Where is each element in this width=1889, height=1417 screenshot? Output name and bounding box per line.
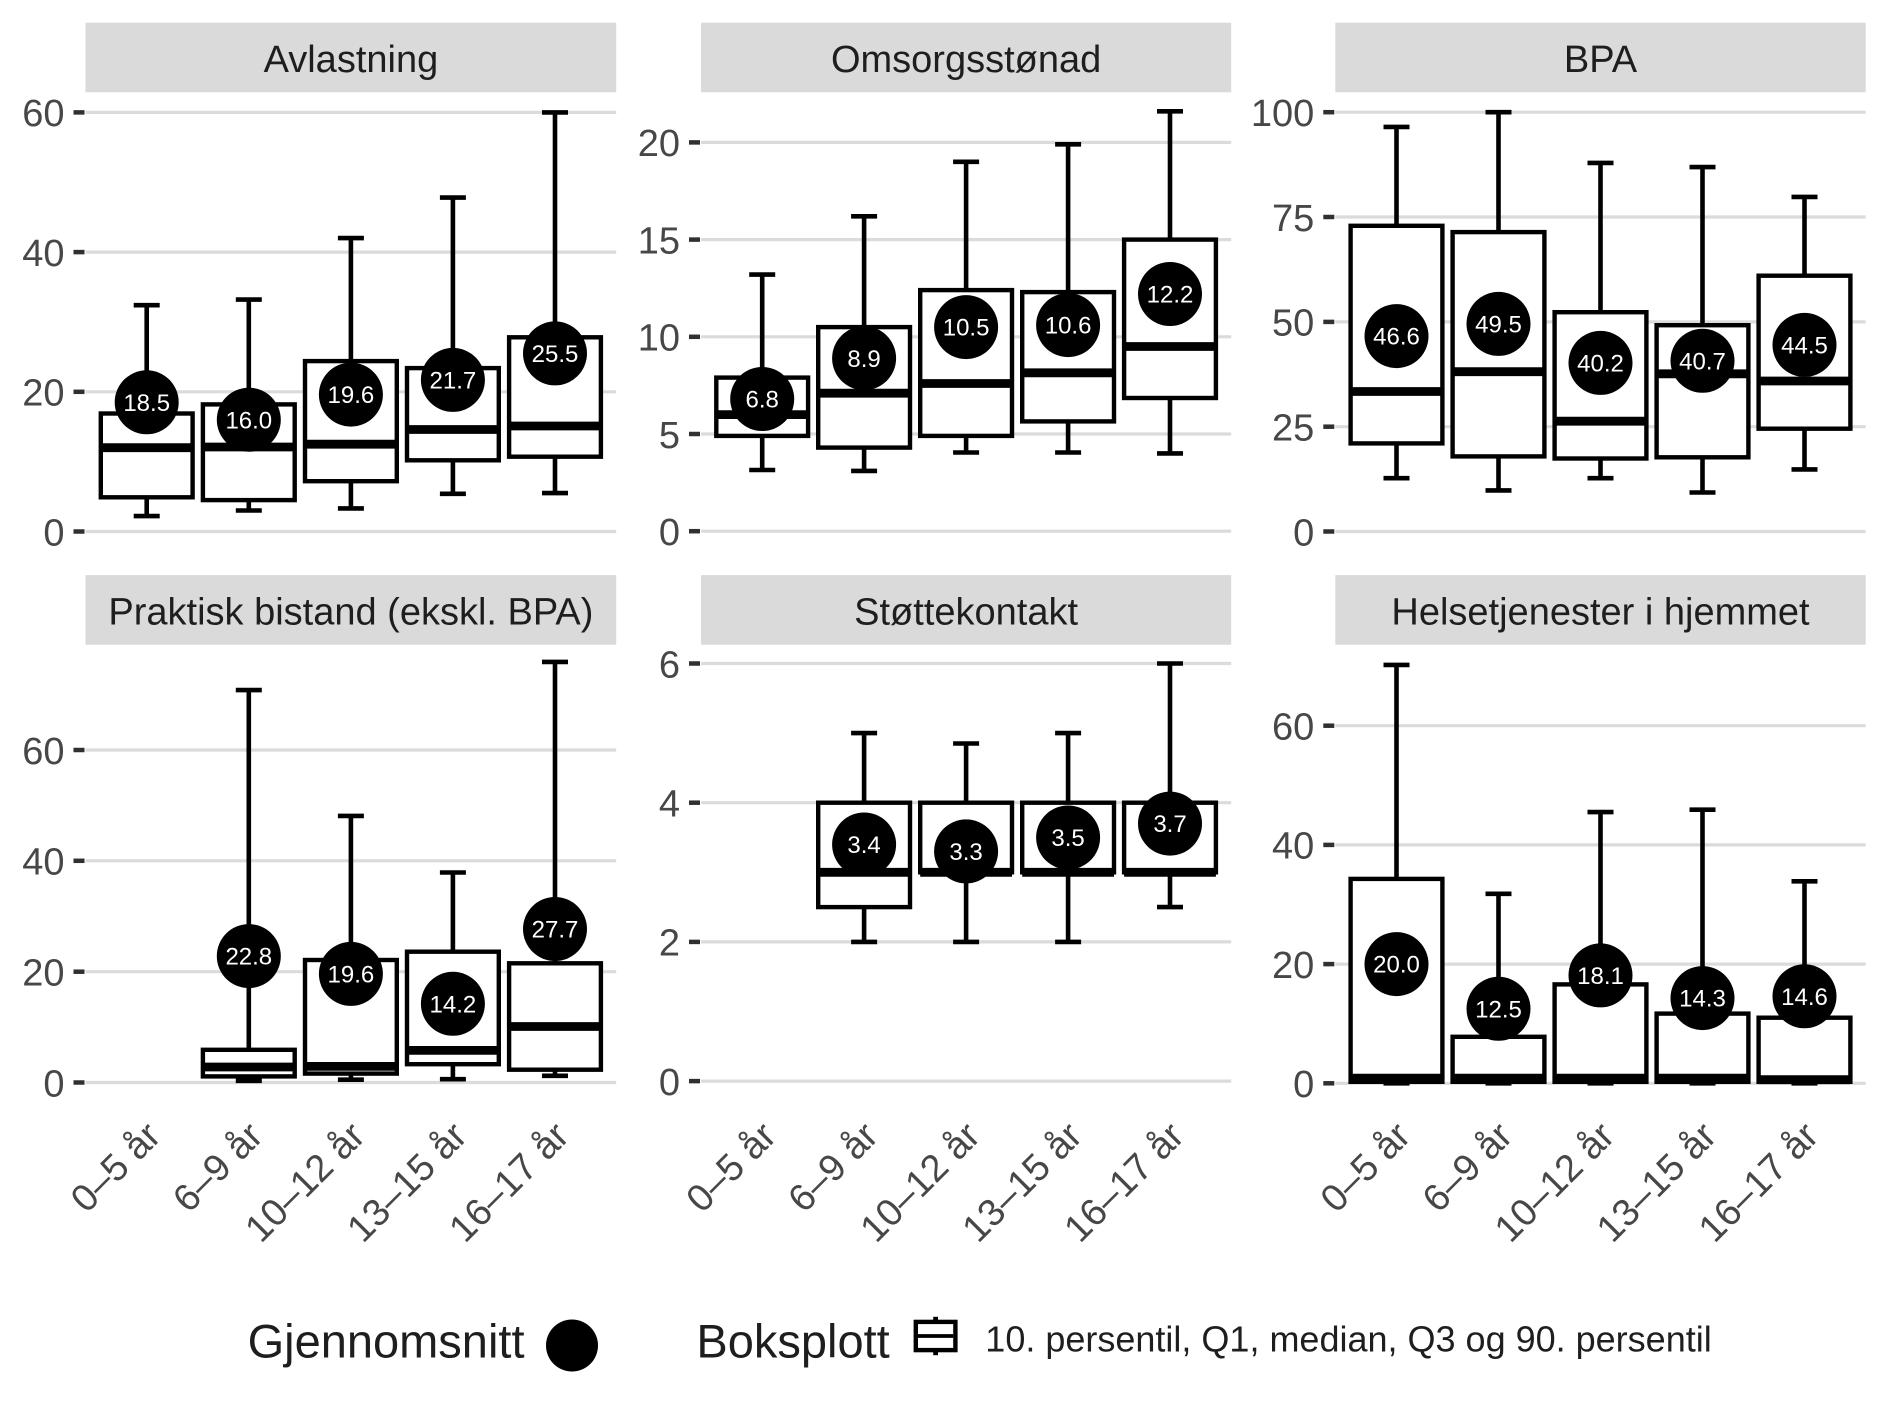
svg-text:Avlastning: Avlastning xyxy=(264,39,439,81)
svg-text:100: 100 xyxy=(1251,93,1314,135)
svg-text:40: 40 xyxy=(1272,826,1314,868)
svg-text:18.5: 18.5 xyxy=(123,390,170,417)
svg-text:0: 0 xyxy=(659,1062,680,1104)
svg-text:Omsorgsstønad: Omsorgsstønad xyxy=(831,39,1101,81)
svg-text:60: 60 xyxy=(22,731,64,773)
svg-text:40: 40 xyxy=(22,233,64,275)
svg-text:20.0: 20.0 xyxy=(1373,952,1420,979)
svg-text:21.7: 21.7 xyxy=(430,368,477,395)
svg-text:20: 20 xyxy=(22,373,64,415)
svg-text:14.2: 14.2 xyxy=(430,991,477,1018)
svg-text:5: 5 xyxy=(659,415,680,457)
svg-text:2: 2 xyxy=(659,923,680,965)
svg-text:19.6: 19.6 xyxy=(328,382,375,409)
svg-text:20: 20 xyxy=(22,953,64,995)
svg-text:Støttekontakt: Støttekontakt xyxy=(854,591,1078,633)
svg-text:0: 0 xyxy=(1293,1064,1314,1106)
svg-text:20: 20 xyxy=(1272,945,1314,987)
svg-text:40.2: 40.2 xyxy=(1577,351,1624,378)
svg-text:BPA: BPA xyxy=(1564,39,1638,81)
svg-text:49.5: 49.5 xyxy=(1475,312,1522,339)
svg-text:16.0: 16.0 xyxy=(225,407,272,434)
svg-text:40: 40 xyxy=(22,842,64,884)
svg-text:22.8: 22.8 xyxy=(225,944,272,971)
svg-text:12.5: 12.5 xyxy=(1475,996,1522,1023)
svg-text:19.6: 19.6 xyxy=(328,962,375,989)
svg-text:12.2: 12.2 xyxy=(1147,282,1194,309)
svg-text:Boksplott: Boksplott xyxy=(696,1315,889,1368)
svg-text:6: 6 xyxy=(659,644,680,686)
svg-text:50: 50 xyxy=(1272,303,1314,345)
svg-text:3.5: 3.5 xyxy=(1051,825,1084,852)
svg-text:20: 20 xyxy=(638,123,680,165)
svg-text:3.4: 3.4 xyxy=(847,832,880,859)
svg-text:Helsetjenester i hjemmet: Helsetjenester i hjemmet xyxy=(1391,591,1810,633)
svg-text:40.7: 40.7 xyxy=(1679,348,1726,375)
svg-text:4: 4 xyxy=(659,784,680,826)
svg-text:0: 0 xyxy=(43,1063,64,1105)
svg-text:Gjennomsnitt: Gjennomsnitt xyxy=(248,1315,525,1368)
svg-text:0: 0 xyxy=(1293,512,1314,554)
svg-text:44.5: 44.5 xyxy=(1781,333,1828,360)
svg-text:10: 10 xyxy=(638,318,680,360)
svg-text:14.3: 14.3 xyxy=(1679,986,1726,1013)
svg-text:15: 15 xyxy=(638,220,680,262)
svg-text:10. persentil, Q1, median, Q3: 10. persentil, Q1, median, Q3 og 90. per… xyxy=(985,1319,1711,1360)
svg-text:46.6: 46.6 xyxy=(1373,324,1420,351)
svg-text:10.5: 10.5 xyxy=(943,315,990,342)
svg-text:75: 75 xyxy=(1272,198,1314,240)
svg-text:25: 25 xyxy=(1272,408,1314,450)
svg-text:Praktisk bistand (ekskl. BPA): Praktisk bistand (ekskl. BPA) xyxy=(108,591,593,633)
svg-text:10.6: 10.6 xyxy=(1045,313,1092,340)
svg-text:3.7: 3.7 xyxy=(1153,811,1186,838)
svg-text:18.1: 18.1 xyxy=(1577,963,1624,990)
svg-text:60: 60 xyxy=(22,93,64,135)
svg-text:0: 0 xyxy=(659,512,680,554)
svg-text:60: 60 xyxy=(1272,707,1314,749)
svg-text:25.5: 25.5 xyxy=(532,341,579,368)
svg-text:8.9: 8.9 xyxy=(847,346,880,373)
svg-text:3.3: 3.3 xyxy=(949,839,982,866)
svg-text:0: 0 xyxy=(43,512,64,554)
svg-text:6.8: 6.8 xyxy=(746,387,779,414)
svg-text:14.6: 14.6 xyxy=(1781,984,1828,1011)
svg-text:27.7: 27.7 xyxy=(532,917,579,944)
